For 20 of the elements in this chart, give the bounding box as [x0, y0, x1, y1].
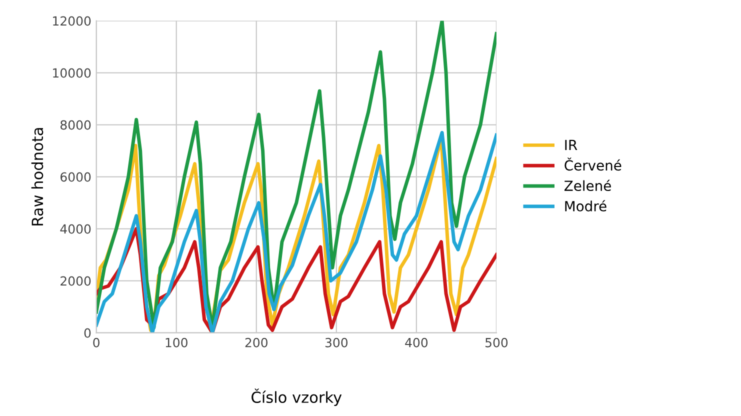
x-tick-label: 400	[405, 338, 428, 348]
y-tick-label: 0	[84, 328, 91, 338]
legend-label: Modré	[565, 200, 606, 212]
legend-label: Červené	[564, 158, 622, 171]
y-axis-title: Raw hodnota	[31, 128, 44, 226]
y-tick-label: 4000	[60, 224, 91, 234]
x-tick-label: 200	[245, 338, 268, 348]
y-tick-label: 8000	[60, 120, 91, 130]
y-tick-label: 6000	[60, 172, 91, 182]
line-series	[96, 20, 496, 330]
legend-label: Zelené	[564, 180, 611, 192]
y-tick-label: 10000	[53, 68, 91, 78]
x-tick-label: 0	[93, 338, 100, 348]
x-tick-label: 300	[325, 338, 348, 348]
legend-label: IR	[565, 140, 578, 150]
x-axis-title: Číslo vzorky	[252, 388, 342, 406]
y-tick-label: 12000	[53, 16, 91, 26]
x-tick-label: 100	[166, 338, 188, 348]
y-tick-label: 2000	[60, 276, 91, 286]
x-tick-label: 500	[486, 338, 508, 348]
